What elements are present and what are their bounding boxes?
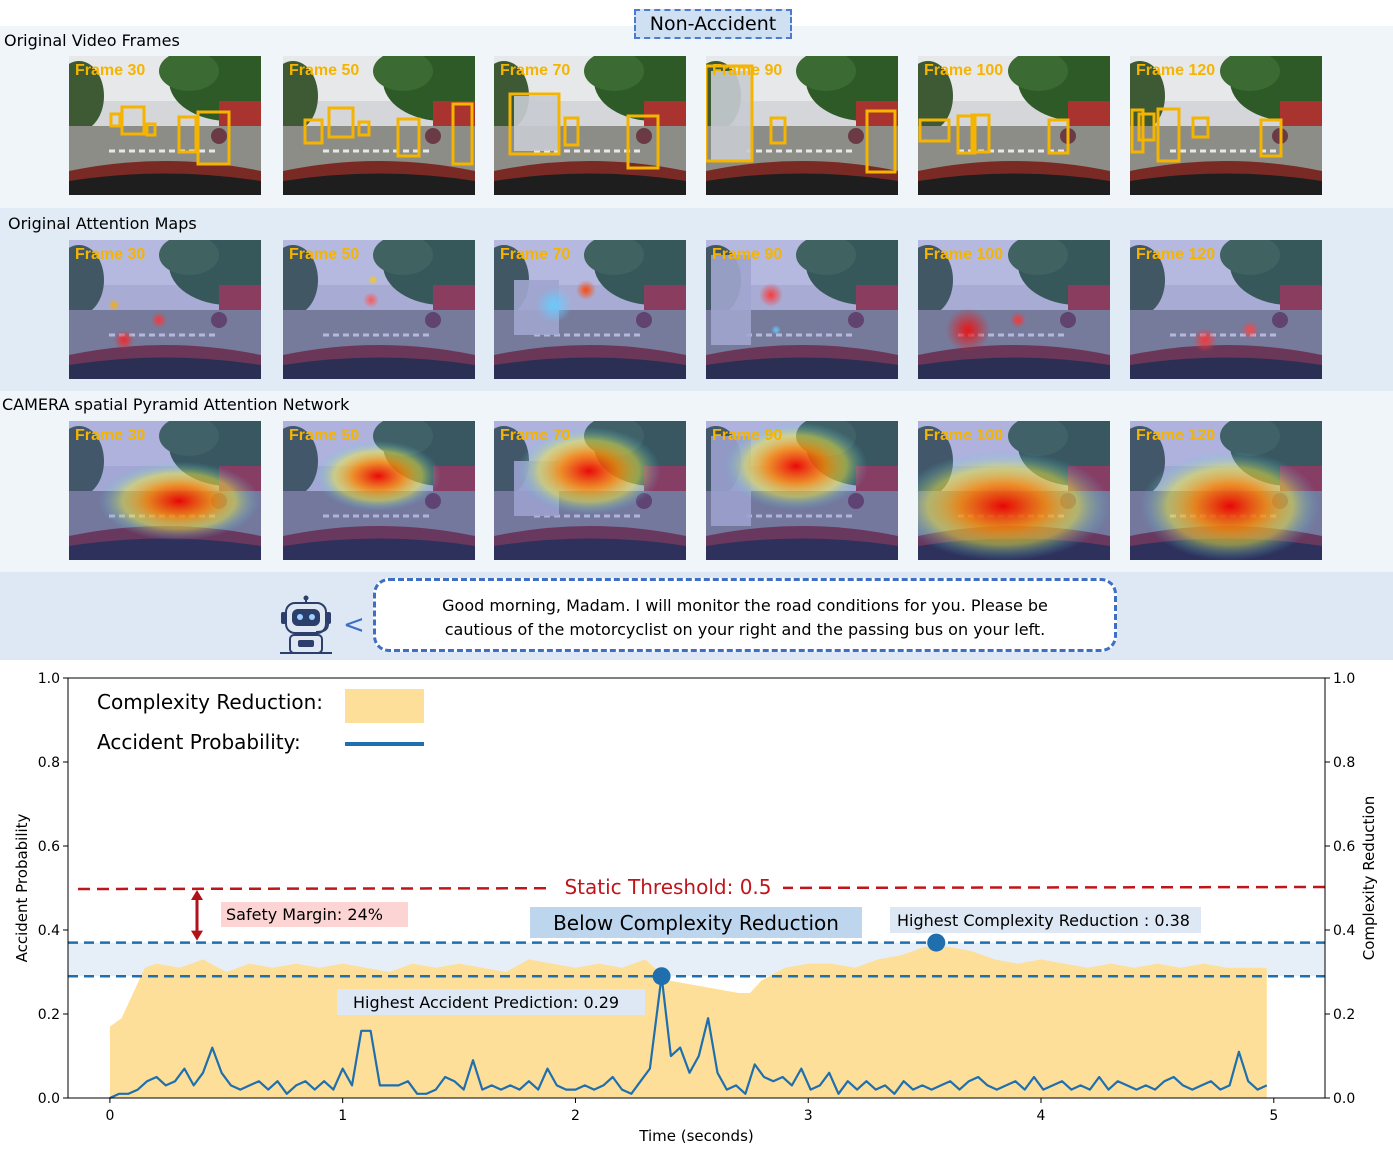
pyramid-frame: Frame 120 <box>1130 421 1322 560</box>
safety-arrow-head-top <box>191 890 203 900</box>
frame-label: Frame 50 <box>289 427 360 444</box>
row-label-video: Original Video Frames <box>4 31 180 50</box>
frame-label: Frame 120 <box>1136 427 1216 444</box>
x-tick-label: 3 <box>804 1108 813 1124</box>
highest-complexity-bg <box>890 907 1201 933</box>
attention-frame: Frame 50 <box>283 240 475 379</box>
frame-label: Frame 70 <box>500 62 571 79</box>
x-axis-label: Time (seconds) <box>638 1127 754 1145</box>
complexity-area <box>109 946 1267 1098</box>
band-label: Below Complexity Reduction <box>553 911 839 935</box>
y-tick-label: 0.6 <box>38 839 60 855</box>
pyramid-frame: Frame 70 <box>494 421 686 560</box>
frame-label: Frame 120 <box>1136 62 1216 79</box>
safety-margin-bg <box>221 902 408 927</box>
y-axis-label: Accident Probability <box>13 813 31 962</box>
y2-tick-label: 1.0 <box>1333 671 1355 687</box>
highest-accident-bg <box>337 989 645 1015</box>
frame-label: Frame 30 <box>75 62 146 79</box>
row-label-pyramid: CAMERA spatial Pyramid Attention Network <box>2 395 350 414</box>
video-frame: Frame 90 <box>706 56 898 195</box>
video-frame: Frame 70 <box>494 56 686 195</box>
frame-label: Frame 90 <box>712 427 783 444</box>
accident-probability-chart: Static Threshold: 0.5 Safety Margin: 24% B… <box>0 660 1393 1151</box>
assistant-speech-bubble: Good morning, Madam. I will monitor the … <box>373 578 1117 652</box>
video-frame: Frame 50 <box>283 56 475 195</box>
frame-label: Frame 100 <box>924 246 1004 263</box>
pyramid-frame: Frame 30 <box>69 421 261 560</box>
y-tick-label: 1.0 <box>38 671 60 687</box>
plot-frame <box>67 677 1326 1099</box>
frame-label: Frame 50 <box>289 62 360 79</box>
attention-frame: Frame 90 <box>706 240 898 379</box>
frame-label: Frame 70 <box>500 427 571 444</box>
legend-probability-label: Accident Probability: <box>97 730 301 754</box>
safety-arrow-head-bottom <box>191 930 203 941</box>
pyramid-frame: Frame 50 <box>283 421 475 560</box>
robot-icon <box>280 595 332 654</box>
frame-label: Frame 90 <box>712 246 783 263</box>
row-label-attention: Original Attention Maps <box>8 214 197 233</box>
y2-tick-label: 0.8 <box>1333 755 1355 771</box>
y-tick-label: 0.8 <box>38 755 60 771</box>
speech-pointer: < <box>343 610 365 640</box>
safety-margin-label: Safety Margin: 24% <box>226 905 383 924</box>
frame-label: Frame 50 <box>289 246 360 263</box>
highest-complexity-marker <box>927 933 946 952</box>
video-frame: Frame 30 <box>69 56 261 195</box>
attention-frame: Frame 100 <box>918 240 1110 379</box>
highest-accident-label: Highest Accident Prediction: 0.29 <box>353 993 619 1012</box>
frame-label: Frame 120 <box>1136 246 1216 263</box>
frame-label: Frame 90 <box>712 62 783 79</box>
assistant-message-line-2: cautious of the motorcyclist on your rig… <box>444 620 1046 639</box>
frame-label: Frame 30 <box>75 427 146 444</box>
pyramid-frame: Frame 100 <box>918 421 1110 560</box>
legend-complexity-swatch <box>345 689 424 723</box>
frame-label: Frame 100 <box>924 62 1004 79</box>
highest-accident-marker <box>652 967 671 986</box>
y2-tick-label: 0.0 <box>1333 1091 1355 1107</box>
band-label-bg <box>530 907 862 938</box>
x-tick-label: 4 <box>1037 1108 1046 1124</box>
attention-frame: Frame 30 <box>69 240 261 379</box>
frame-label: Frame 30 <box>75 246 146 263</box>
y2-tick-label: 0.6 <box>1333 839 1355 855</box>
scenario-title: Non-Accident <box>634 9 792 39</box>
y2-tick-label: 0.4 <box>1333 923 1355 939</box>
assistant-message-line-1: Good morning, Madam. I will monitor the … <box>442 596 1048 615</box>
y-tick-label: 0.4 <box>38 923 60 939</box>
x-tick-label: 0 <box>105 1108 114 1124</box>
frame-label: Frame 70 <box>500 246 571 263</box>
attention-frame: Frame 70 <box>494 240 686 379</box>
y-tick-label: 0.0 <box>38 1091 60 1107</box>
x-tick-label: 5 <box>1269 1108 1278 1124</box>
threshold-label: Static Threshold: 0.5 <box>564 875 771 899</box>
probability-line <box>109 975 1268 1100</box>
y-tick-label: 0.2 <box>38 1007 60 1023</box>
legend-complexity-label: Complexity Reduction: <box>97 690 323 714</box>
y2-axis-label: Complexity Reduction <box>1360 796 1378 960</box>
video-frame: Frame 120 <box>1130 56 1322 195</box>
highest-complexity-label: Highest Complexity Reduction : 0.38 <box>897 911 1190 930</box>
x-tick-label: 1 <box>338 1108 347 1124</box>
pyramid-frame: Frame 90 <box>706 421 898 560</box>
x-tick-label: 2 <box>571 1108 580 1124</box>
attention-frame: Frame 120 <box>1130 240 1322 379</box>
threshold-label-bg <box>553 873 783 901</box>
frame-label: Frame 100 <box>924 427 1004 444</box>
y2-tick-label: 0.2 <box>1333 1007 1355 1023</box>
video-frame: Frame 100 <box>918 56 1110 195</box>
